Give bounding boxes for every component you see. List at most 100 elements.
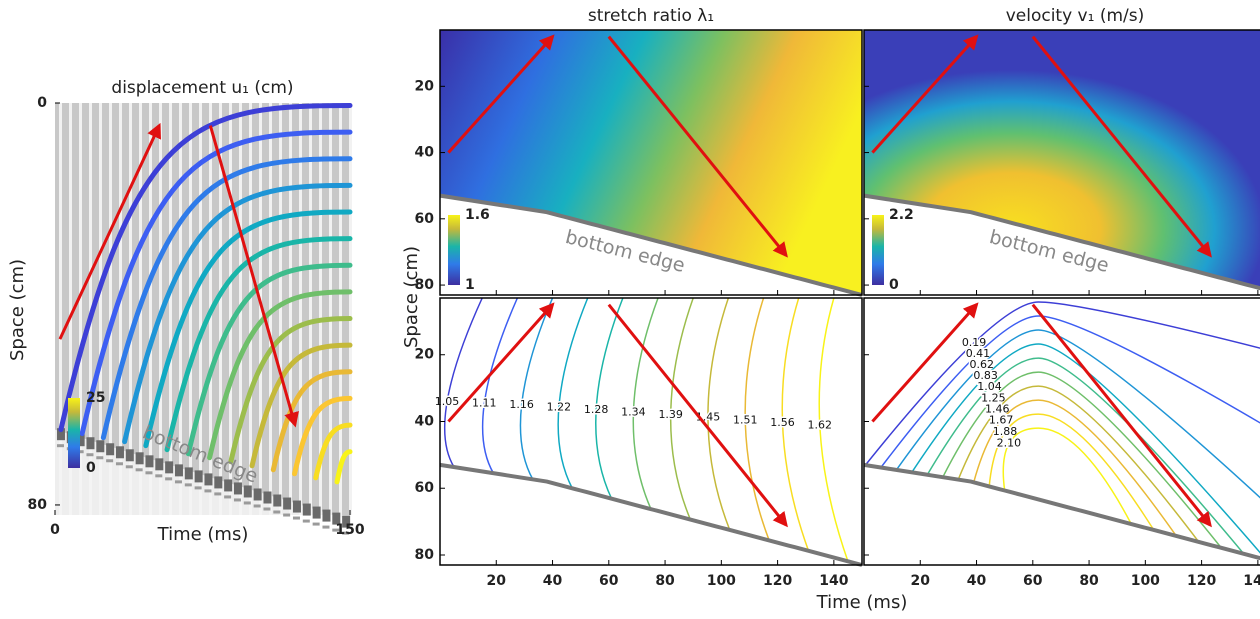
contour-line [880,315,1260,468]
contour-line [864,301,1260,466]
x-tick-label: 20 [487,573,507,589]
edge-block [273,494,282,507]
edge-block [233,482,242,495]
contour-label: 0.62 [970,358,995,371]
bottom-edge [863,193,1260,291]
edge-block [56,444,64,448]
edge-block [174,464,183,477]
arrow [607,303,788,528]
contour-label: 1.05 [435,395,460,408]
displacement-curve [164,236,353,453]
edge-block [292,516,300,520]
contour-label: 1.22 [547,400,572,413]
contour-line [942,371,1222,549]
edge-block [253,504,261,508]
displacement-curve [185,262,353,457]
edge-block [292,500,301,513]
edge-block [194,470,203,483]
y-tick-label: 20 [415,347,435,363]
image-stripe [109,103,112,515]
image-stripe [149,103,152,515]
image-stripe [199,103,202,515]
displacement-curve [122,182,353,445]
bottom-edge [439,462,863,567]
contour-line [1002,427,1132,525]
edge-block [332,512,341,525]
contour-line [957,385,1200,543]
contour-label: 0.41 [966,347,991,360]
image-stripe [249,103,252,515]
edge-block [106,443,115,456]
edge-block [214,476,223,489]
contour-line [632,297,659,510]
colorbar-label: 1.6 [465,207,490,223]
edge-block [342,531,350,535]
displacement-curve [228,316,353,465]
image-stripe [309,103,312,515]
contour-line [781,297,810,552]
contour-label: 1.34 [621,406,646,419]
y-tick-label: 80 [415,277,435,293]
image-stripe [129,103,132,515]
y-axis-label: Space (cm) [7,259,28,361]
x-tick-label: 60 [599,573,619,589]
below-edge [440,195,862,295]
displacement-curve [100,156,353,441]
x-tick-label: 150 [335,522,364,538]
edge-block [283,513,291,517]
contour-label: 1.67 [989,414,1014,427]
arrow [208,125,299,428]
edge-block [184,467,193,480]
x-tick-label: 80 [655,573,675,589]
y-tick-label: 80 [28,497,48,513]
image-stripe [229,103,232,515]
edge-block [332,528,340,532]
edge-block [312,506,321,519]
y-tick-label: 80 [415,547,435,563]
x-tick-label: 100 [1131,573,1160,589]
y-tick-label: 0 [37,95,47,111]
contour-line [443,297,483,468]
contour-label: 1.46 [985,402,1010,415]
x-tick-label: 80 [1079,573,1099,589]
image-stripe [329,103,332,515]
edge-block [312,522,320,526]
edge-block [125,449,134,462]
edge-block [342,515,351,528]
contour-label: 1.51 [733,413,758,426]
y-tick-label: 60 [415,480,435,496]
contour-label: 1.25 [981,391,1006,404]
colorbar-label: 0 [86,460,96,476]
displacement-curve [334,449,353,485]
edge-block [86,453,94,457]
arrow [871,302,979,423]
image-stripe [99,103,102,515]
y-tick-label: 40 [415,145,435,161]
edge-block [96,456,104,460]
edge-block [233,498,241,502]
displacement-curve [58,103,353,433]
below-edge [864,195,1260,295]
edge-block [302,503,311,516]
edge-block [322,525,330,529]
contour-label: 1.11 [472,397,497,410]
contour-label: 0.83 [973,369,998,382]
contours: 0.190.410.620.831.041.251.461.671.882.10 [864,301,1260,555]
panel-title: stretch ratio λ₁ [588,6,714,26]
y-axis-label: Space (cm) [401,246,422,348]
contour-line [481,297,519,474]
displacement-curve [79,129,353,437]
x-tick-label: 40 [543,573,563,589]
edge-block [106,459,114,463]
y-tick-label: 60 [415,211,435,227]
edge-block [165,477,173,481]
contour-line [895,329,1260,499]
contour-line [595,297,624,500]
contour-line [911,343,1260,554]
contour-line [707,297,731,531]
x-tick-label: 120 [1187,573,1216,589]
bottom-edge [863,462,1260,561]
contour-line [519,297,554,480]
arrow [1031,35,1212,258]
